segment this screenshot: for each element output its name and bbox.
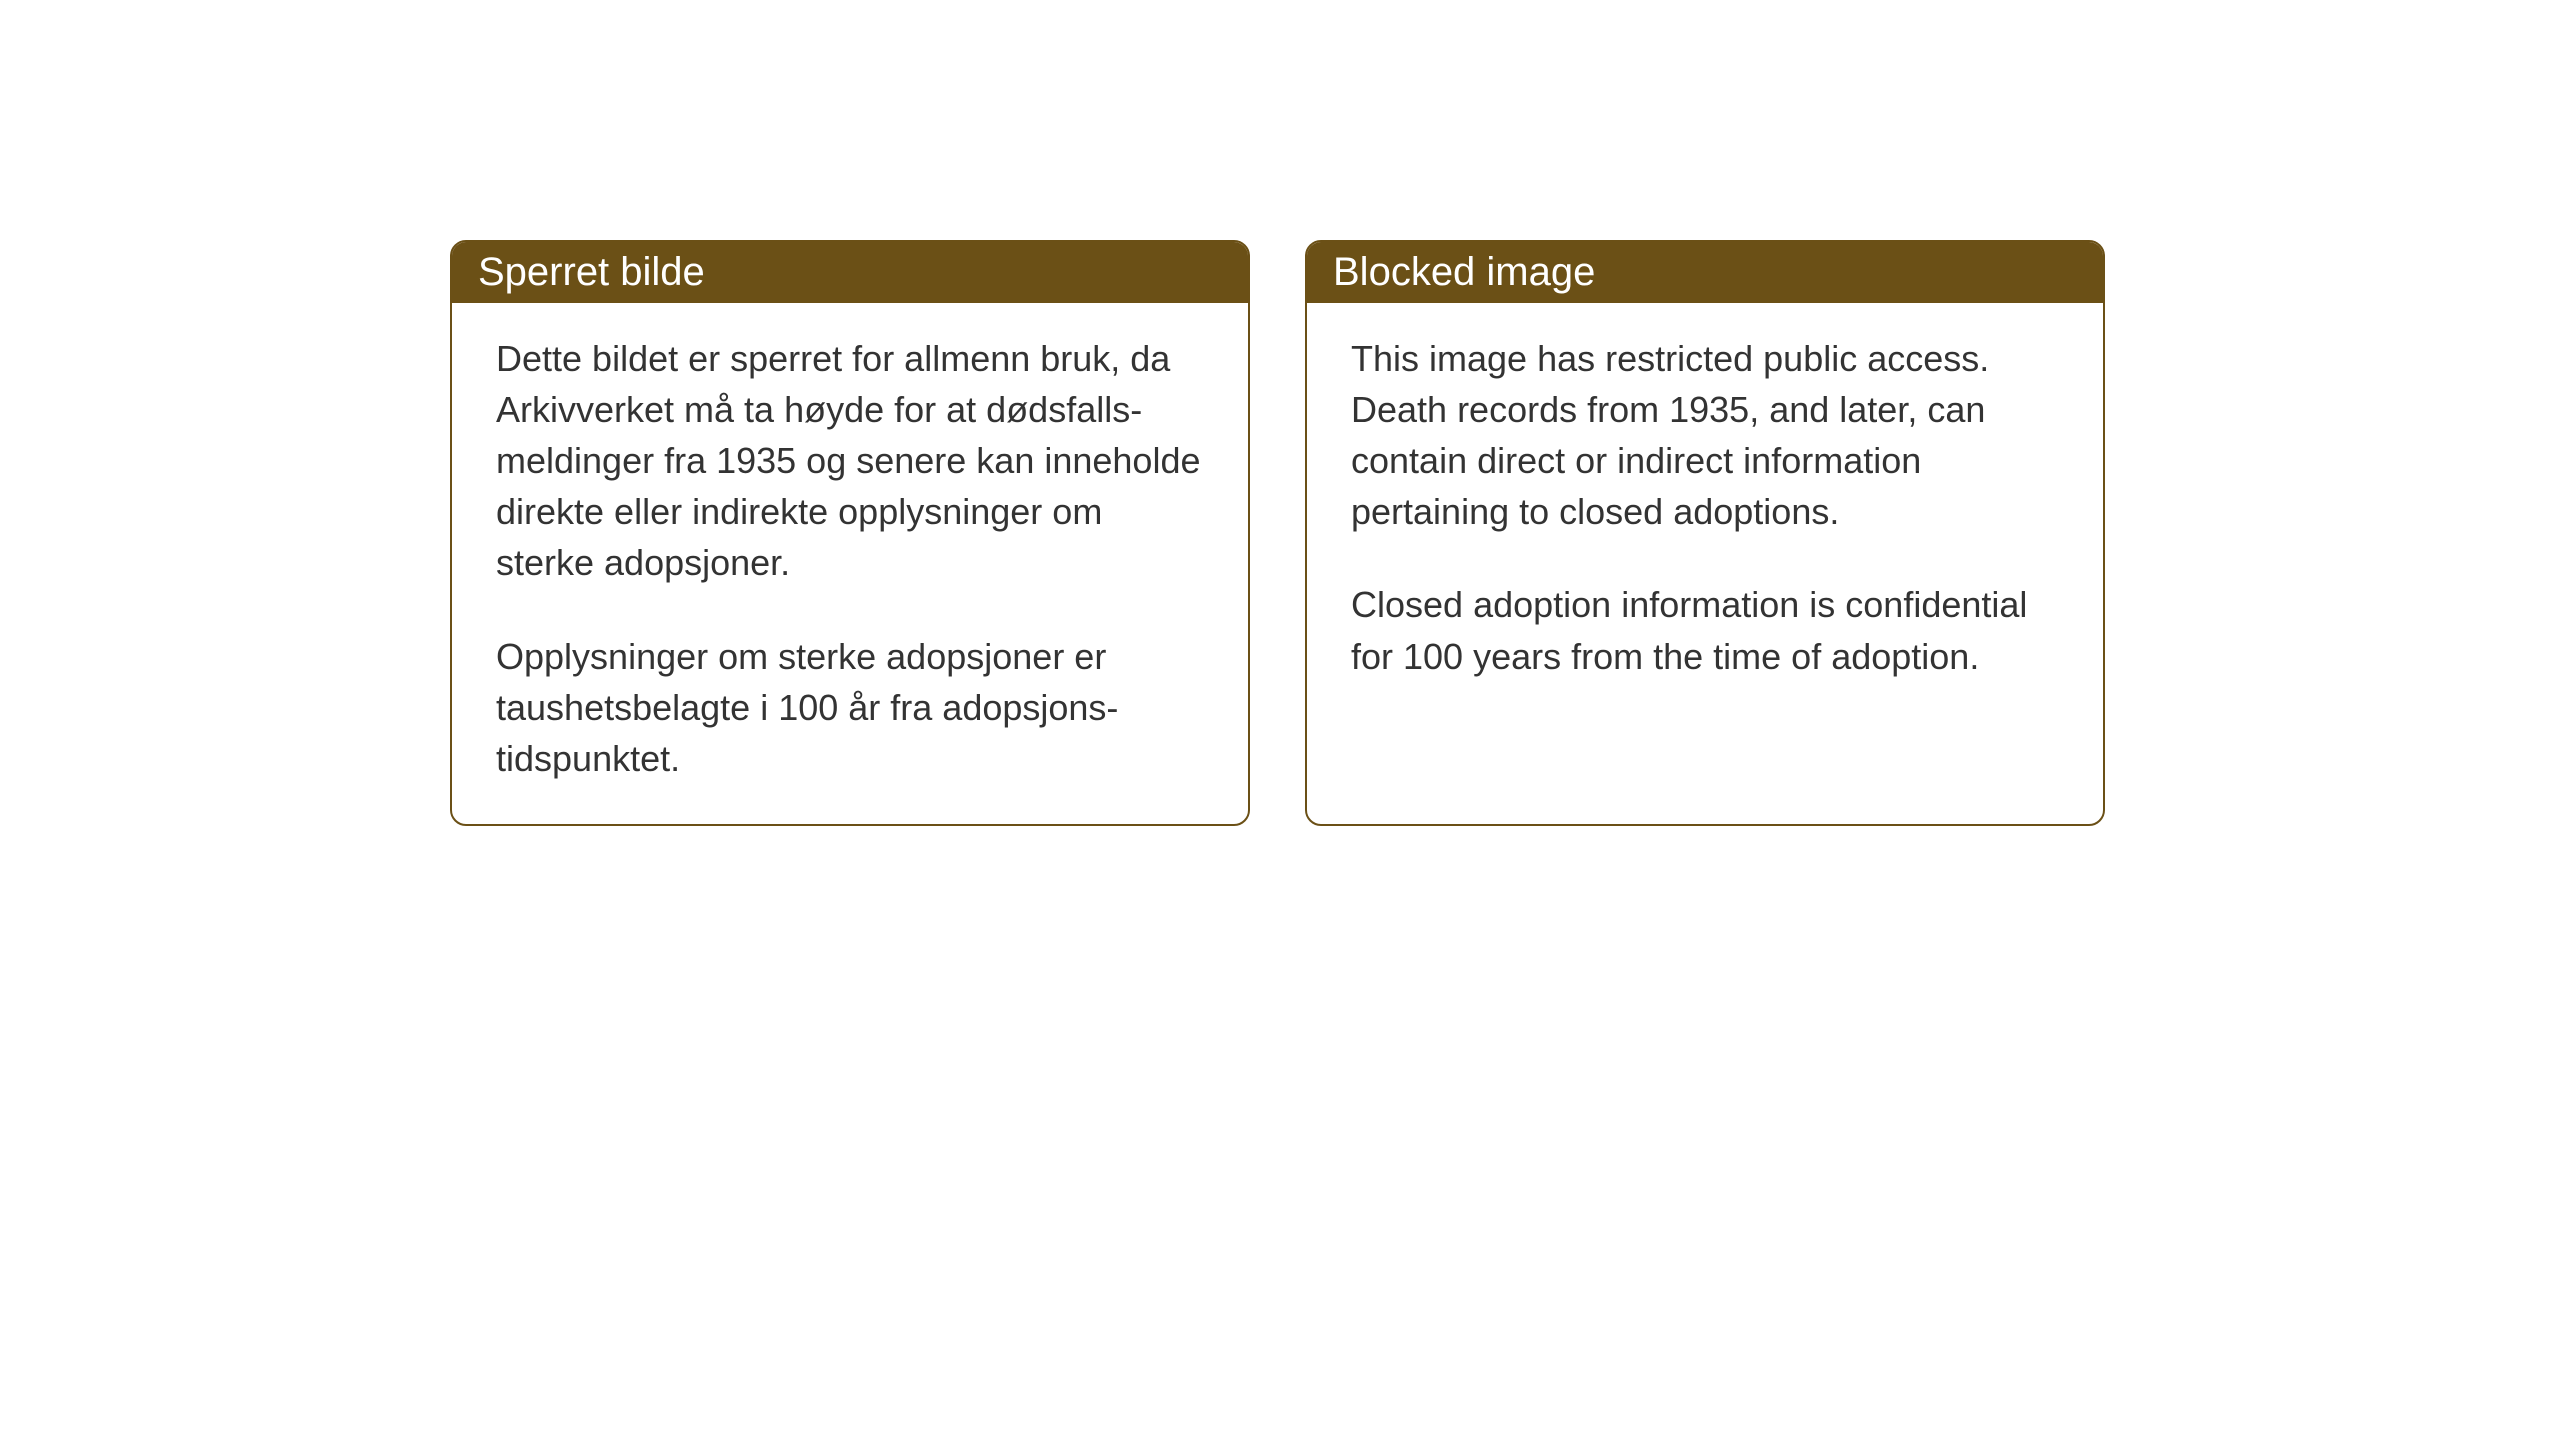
card-title-norwegian: Sperret bilde xyxy=(452,242,1248,303)
card-paragraph-2: Opplysninger om sterke adopsjoner er tau… xyxy=(496,631,1204,784)
notice-card-norwegian: Sperret bilde Dette bildet er sperret fo… xyxy=(450,240,1250,826)
card-title-english: Blocked image xyxy=(1307,242,2103,303)
card-paragraph-2: Closed adoption information is confident… xyxy=(1351,579,2059,681)
card-body-english: This image has restricted public access.… xyxy=(1307,303,2103,722)
card-paragraph-1: Dette bildet er sperret for allmenn bruk… xyxy=(496,333,1204,589)
card-body-norwegian: Dette bildet er sperret for allmenn bruk… xyxy=(452,303,1248,824)
card-paragraph-1: This image has restricted public access.… xyxy=(1351,333,2059,537)
notice-cards-container: Sperret bilde Dette bildet er sperret fo… xyxy=(450,240,2105,826)
notice-card-english: Blocked image This image has restricted … xyxy=(1305,240,2105,826)
